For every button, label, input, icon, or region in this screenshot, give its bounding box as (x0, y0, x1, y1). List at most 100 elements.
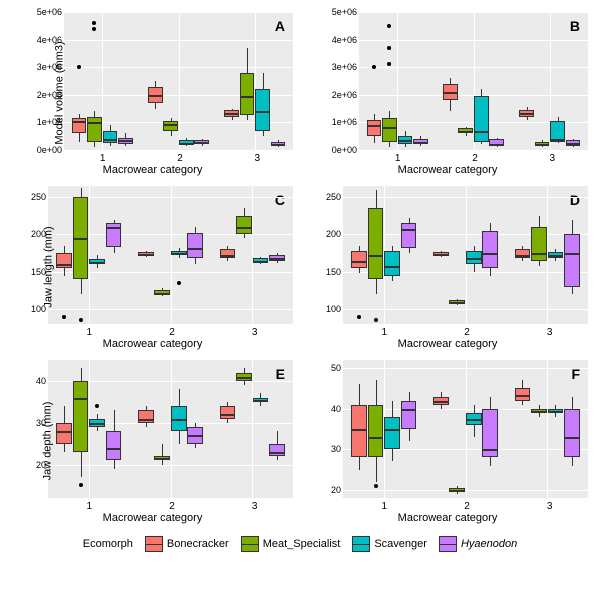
x-tick-label: 3 (255, 153, 261, 164)
panel-grid: AModel volume (mm3)Macrowear category0e+… (8, 8, 592, 526)
gridline (89, 186, 90, 324)
median (466, 258, 482, 260)
x-tick-label: 1 (100, 153, 106, 164)
median (72, 121, 87, 123)
median (401, 229, 417, 231)
x-tick-label: 1 (382, 501, 388, 512)
whisker (162, 444, 163, 465)
x-axis-label: Macrowear category (398, 512, 498, 524)
y-tick-label: 30 (20, 418, 46, 428)
box (382, 118, 397, 141)
y-tick-label: 3e+06 (20, 62, 62, 72)
median (382, 127, 397, 129)
y-tick-label: 2e+06 (315, 90, 357, 100)
median (531, 411, 547, 413)
box (138, 410, 154, 423)
y-tick-label: 250 (20, 192, 46, 202)
legend: Ecomorph BonecrackerMeat_SpecialistScave… (8, 536, 592, 552)
y-tick-label: 0e+00 (20, 145, 62, 155)
median (564, 437, 580, 439)
box (56, 423, 72, 444)
outlier (79, 483, 83, 487)
y-tick-label: 250 (315, 192, 341, 202)
y-tick-label: 100 (315, 304, 341, 314)
plot-area: F (343, 360, 588, 498)
median (224, 113, 239, 115)
y-tick-label: 40 (315, 404, 341, 414)
y-tick-label: 40 (20, 376, 46, 386)
median (138, 419, 154, 421)
box (384, 251, 400, 276)
median (458, 131, 473, 133)
y-tick-label: 20 (315, 485, 341, 495)
median (138, 254, 154, 256)
plot-area: C (48, 186, 293, 324)
median (253, 261, 269, 263)
box (220, 406, 236, 419)
panel-label: E (276, 366, 285, 382)
outlier (79, 318, 83, 322)
median (187, 435, 203, 437)
median (531, 253, 547, 255)
y-tick-label: 3e+06 (315, 62, 357, 72)
median (466, 419, 482, 421)
legend-item: Scavenger (352, 536, 427, 552)
median (351, 261, 367, 263)
median (519, 113, 534, 115)
median (564, 253, 580, 255)
median (56, 431, 72, 433)
panel-D: DMacrowear category100150200250123 (303, 182, 592, 352)
x-tick-label: 2 (169, 327, 175, 338)
x-tick-label: 3 (252, 501, 258, 512)
median (515, 395, 531, 397)
box (351, 251, 367, 268)
outlier (372, 65, 376, 69)
median (351, 429, 367, 431)
y-tick-label: 0e+00 (315, 145, 357, 155)
gridline (89, 360, 90, 498)
x-tick-label: 1 (87, 501, 93, 512)
legend-swatch (439, 536, 457, 552)
panel-F: FMacrowear category20304050123 (303, 356, 592, 526)
legend-label: Bonecracker (167, 538, 229, 550)
panel-A: AModel volume (mm3)Macrowear category0e+… (8, 8, 297, 178)
y-tick-label: 150 (315, 267, 341, 277)
x-tick-label: 2 (472, 153, 478, 164)
box (87, 117, 102, 142)
median (566, 143, 581, 145)
median (449, 302, 465, 304)
x-tick-label: 3 (547, 327, 553, 338)
median (171, 419, 187, 421)
median (368, 255, 384, 257)
box (255, 89, 270, 130)
x-axis-label: Macrowear category (398, 338, 498, 350)
median (220, 255, 236, 257)
y-tick-label: 5e+06 (20, 7, 62, 17)
median (482, 253, 498, 255)
panel-C: CJaw length (mm)Macrowear category100150… (8, 182, 297, 352)
panel-label: D (570, 192, 580, 208)
box (482, 231, 498, 268)
x-tick-label: 2 (464, 327, 470, 338)
panel-label: A (275, 18, 285, 34)
median (179, 143, 194, 145)
median (163, 124, 178, 126)
y-tick-label: 1e+06 (20, 117, 62, 127)
median (73, 398, 89, 400)
median (253, 400, 269, 402)
outlier (387, 24, 391, 28)
median (89, 262, 105, 264)
x-tick-label: 1 (87, 327, 93, 338)
box (367, 120, 382, 137)
gridline (102, 12, 103, 150)
median (489, 144, 504, 146)
outlier (92, 21, 96, 25)
plot-area: A (64, 12, 293, 150)
gridline (359, 150, 588, 151)
median (449, 490, 465, 492)
outlier (177, 281, 181, 285)
median (87, 122, 102, 124)
median (118, 140, 133, 142)
box (163, 121, 178, 131)
x-axis-label: Macrowear category (103, 164, 203, 176)
